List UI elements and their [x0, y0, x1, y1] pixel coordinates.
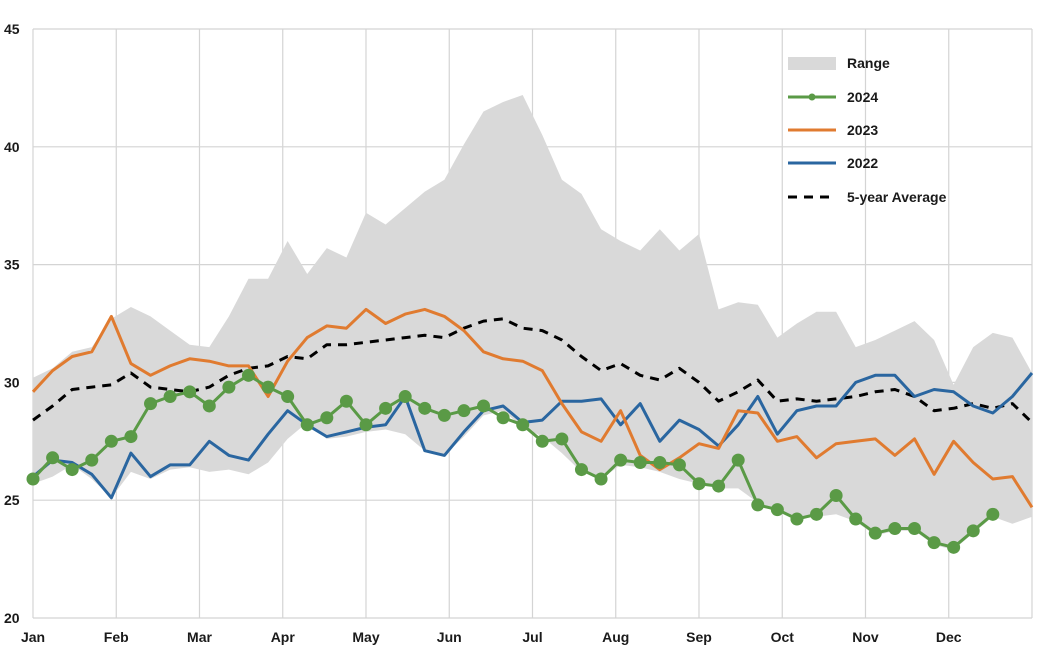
legend-label-2023: 2023	[847, 122, 878, 138]
data-point-2024	[829, 488, 843, 502]
data-point-2024	[672, 458, 686, 472]
x-axis-ticks: Jan Feb Mar Apr May Jun Jul Aug Sep Oct Nov Dec	[21, 629, 962, 645]
data-point-2024	[477, 399, 491, 413]
legend-label-2022: 2022	[847, 155, 878, 171]
data-point-2024	[653, 456, 667, 470]
x-tick-label: Nov	[852, 629, 879, 645]
data-point-2024	[418, 401, 432, 415]
x-tick-label: Jan	[21, 629, 45, 645]
data-point-2024	[535, 434, 549, 448]
data-point-2024	[163, 390, 177, 404]
y-tick-label: 30	[4, 374, 20, 390]
legend-label-5-year-average: 5-year Average	[847, 189, 947, 205]
data-point-2024	[457, 404, 471, 418]
data-point-2024	[281, 390, 295, 404]
x-tick-label: May	[352, 629, 379, 645]
data-point-2024	[379, 401, 393, 415]
x-tick-label: Oct	[771, 629, 795, 645]
data-point-2024	[810, 507, 824, 521]
data-point-2024	[849, 512, 863, 526]
data-point-2024	[966, 524, 980, 538]
data-point-2024	[202, 399, 216, 413]
data-point-2024	[751, 498, 765, 512]
data-point-2024	[868, 526, 882, 540]
x-tick-label: Sep	[686, 629, 712, 645]
data-point-2024	[692, 477, 706, 491]
data-point-2024	[241, 368, 255, 382]
y-axis-ticks: 20 25 30 35 40 45	[4, 21, 20, 626]
data-point-2024	[574, 463, 588, 477]
data-point-2024	[986, 507, 1000, 521]
data-point-2024	[398, 390, 412, 404]
x-tick-label: Aug	[602, 629, 629, 645]
data-point-2024	[712, 479, 726, 493]
legend-2024-marker	[808, 93, 816, 101]
data-point-2024	[46, 451, 60, 465]
y-tick-label: 45	[4, 21, 20, 37]
data-point-2024	[65, 463, 79, 477]
legend: Range 2024 2023 2022 5-year Average	[788, 55, 947, 205]
legend-label-2024: 2024	[847, 89, 878, 105]
x-tick-label: Mar	[187, 629, 212, 645]
series-line-2022	[32, 372, 1034, 500]
data-point-2024	[555, 432, 569, 446]
data-point-2024	[85, 453, 99, 467]
x-tick-label: Jul	[522, 629, 542, 645]
y-tick-label: 35	[4, 257, 20, 273]
data-point-2024	[790, 512, 804, 526]
x-tick-label: Feb	[104, 629, 129, 645]
data-point-2024	[947, 540, 961, 554]
data-point-2024	[437, 408, 451, 422]
y-tick-label: 40	[4, 139, 20, 155]
data-point-2024	[594, 472, 608, 486]
range-area	[33, 95, 1032, 550]
data-point-2024	[26, 472, 40, 486]
data-point-2024	[633, 456, 647, 470]
series-lines	[26, 307, 1034, 554]
data-point-2024	[359, 418, 373, 432]
data-point-2024	[907, 521, 921, 535]
data-point-2024	[496, 411, 510, 425]
data-point-2024	[731, 453, 745, 467]
data-point-2024	[888, 521, 902, 535]
data-point-2024	[183, 385, 197, 399]
data-point-2024	[144, 397, 158, 411]
series-line-2023	[31, 307, 1034, 509]
data-point-2024	[516, 418, 530, 432]
data-point-2024	[222, 380, 236, 394]
data-point-2024	[927, 536, 941, 550]
x-tick-label: Apr	[271, 629, 296, 645]
legend-range-swatch	[788, 57, 836, 70]
data-point-2024	[124, 430, 138, 444]
data-point-2024	[614, 453, 628, 467]
y-tick-label: 25	[4, 492, 20, 508]
data-point-2024	[320, 411, 334, 425]
x-tick-label: Jun	[437, 629, 462, 645]
data-point-2024	[339, 394, 353, 408]
data-point-2024	[300, 418, 314, 432]
data-point-2024	[104, 434, 118, 448]
data-point-2024	[261, 380, 275, 394]
series-line-5-year-average	[32, 317, 1034, 424]
data-point-2024	[770, 503, 784, 517]
y-tick-label: 20	[4, 610, 20, 626]
legend-label-range: Range	[847, 55, 890, 71]
range-band	[33, 95, 1032, 550]
x-tick-label: Dec	[936, 629, 962, 645]
